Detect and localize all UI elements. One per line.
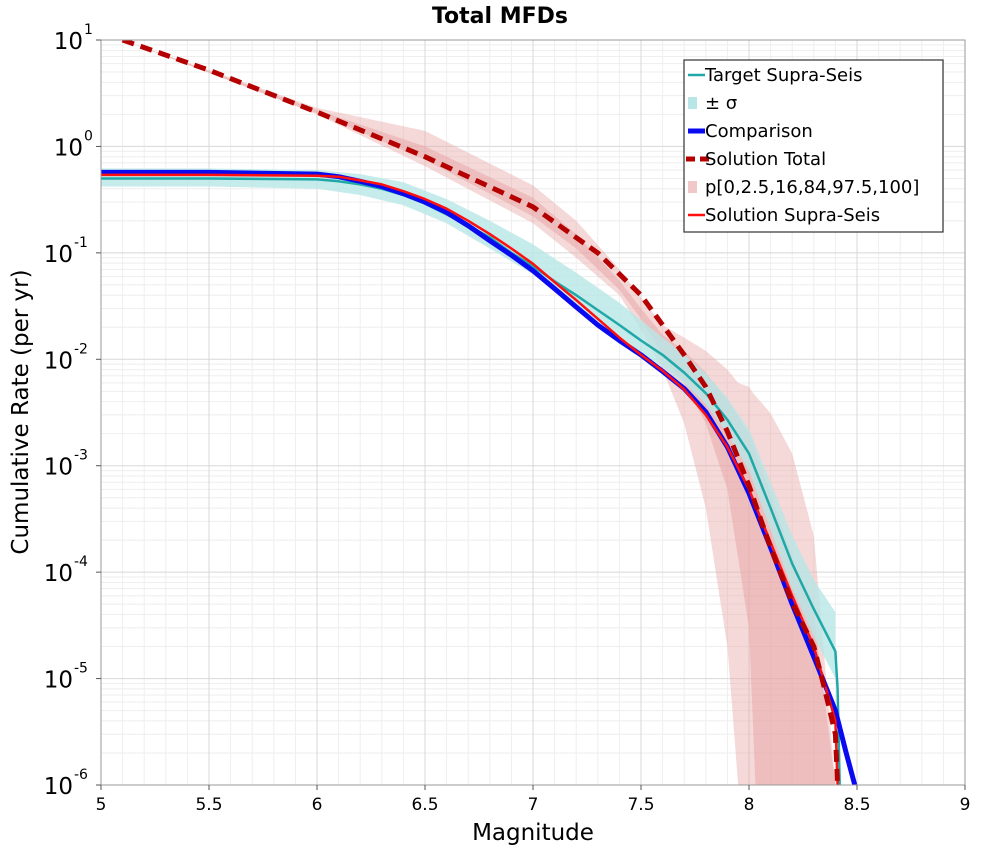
legend-label: Comparison [705,121,813,142]
x-tick-label: 7.5 [627,795,654,815]
y-tick-exponent: -1 [74,235,88,251]
x-tick-label: 9 [960,795,971,815]
y-tick-base: 10 [54,29,83,55]
legend: Target Supra-Seis ± σ Comparison Solution T… [683,59,944,233]
y-tick-label: 10 -1 [44,235,88,268]
y-tick-exponent: -6 [74,767,88,783]
legend-box [683,59,944,233]
legend-swatch [688,181,697,193]
x-tick-label: 8 [744,795,755,815]
y-tick-exponent: -3 [74,448,88,464]
y-tick-exponent: -4 [74,554,88,570]
grid [100,39,966,786]
y-tick-label: 10 -2 [44,341,88,374]
y-tick-label: 10 -5 [44,661,88,694]
y-tick-base: 10 [44,348,73,374]
x-axis-label: Magnitude [472,820,594,846]
plot-area [101,40,858,785]
legend-swatch [688,97,697,109]
y-tick-exponent: -2 [74,341,88,357]
legend-label: Target Supra-Seis [704,65,862,86]
chart-title: Total MFDs [432,4,568,29]
y-tick-base: 10 [44,561,73,587]
y-axis-label: Cumulative Rate (per yr) [8,269,34,554]
comparison-line [101,169,858,785]
y-tick-label: 10 1 [54,22,93,55]
legend-label: p[0,2.5,16,84,97.5,100] [705,177,919,198]
legend-label: Solution Supra-Seis [705,205,880,226]
y-tick-base: 10 [54,135,83,161]
x-tick-label: 7 [528,795,539,815]
x-tick-label: 6.5 [411,795,438,815]
y-tick-exponent: 1 [84,22,93,38]
y-tick-base: 10 [44,242,73,268]
y-tick-exponent: -5 [74,661,88,677]
legend-item: Solution Total [686,149,826,170]
x-tick-label: 6 [312,795,323,815]
line-layer [101,40,858,785]
x-tick-label: 5.5 [195,795,222,815]
x-tick-label: 8.5 [843,795,870,815]
axis-ticks: 5 5.5 6 6.5 7 7.5 8 8.5 910-610-510-410-310 -210-… [44,22,971,815]
y-tick-label: 10 0 [54,128,93,161]
legend-item: Comparison [688,121,813,142]
percentile-band-inner [122,40,836,785]
legend-item: p[0,2.5,16,84,97.5,100] [688,177,919,198]
legend-label: Solution Total [705,149,826,170]
legend-item: Target Supra-Seis [688,65,862,86]
y-tick-label: 10 -4 [44,554,88,587]
y-tick-label: 10 -6 [44,767,88,800]
x-tick-label: 5 [96,795,107,815]
band-layer [101,40,836,785]
y-tick-base: 10 [44,668,73,694]
y-tick-label: 10 -3 [44,448,88,481]
y-tick-base: 10 [44,774,73,800]
solution-total-line [121,40,841,785]
y-tick-base: 10 [44,455,73,481]
y-tick-exponent: 0 [84,128,93,144]
solution-supra-seis-line [101,173,839,785]
legend-label: ± σ [705,93,737,114]
legend-item: Solution Supra-Seis [688,205,880,226]
legend-item: ± σ [688,93,737,114]
